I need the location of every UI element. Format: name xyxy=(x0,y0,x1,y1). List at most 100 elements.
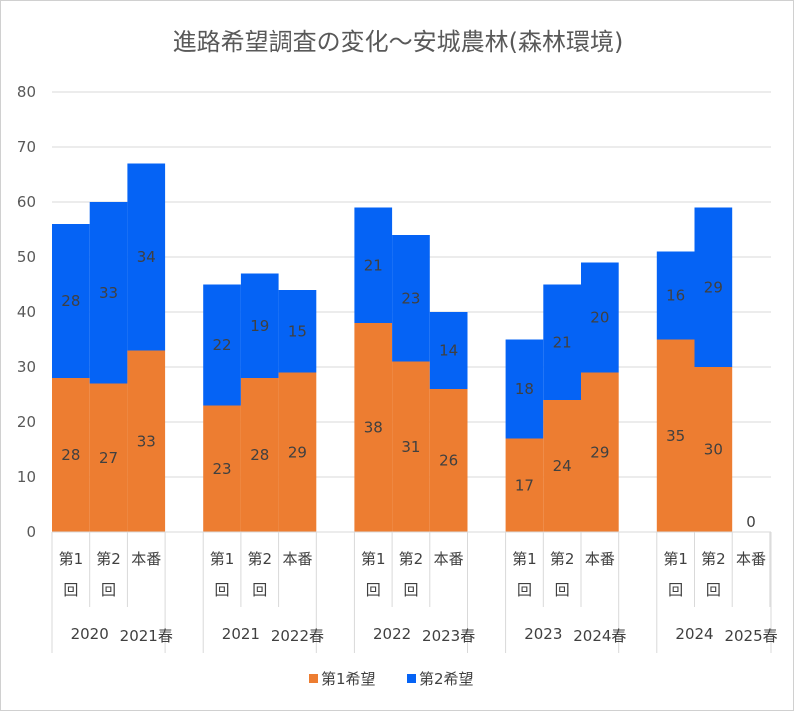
bar-first-choice xyxy=(505,438,544,532)
legend-swatch xyxy=(407,674,416,683)
y-tick-label: 0 xyxy=(26,523,36,541)
data-label: 23 xyxy=(401,289,420,307)
data-label: 29 xyxy=(704,278,723,296)
bar-first-choice xyxy=(656,339,695,532)
bar-second-choice xyxy=(127,163,166,351)
bar-second-choice xyxy=(656,251,695,340)
bar-first-choice xyxy=(203,405,241,532)
legend-label: 第1希望 xyxy=(321,670,376,688)
y-tick-label: 80 xyxy=(17,83,36,101)
group-label-end: 2021春 xyxy=(120,627,173,645)
x-tick-label: 本番 xyxy=(434,550,464,568)
data-label: 35 xyxy=(666,427,685,445)
group-label: 2021 xyxy=(222,625,260,643)
x-tick-label: 第1 xyxy=(59,550,84,568)
data-label: 24 xyxy=(553,457,572,475)
group-label: 2020 xyxy=(71,625,109,643)
x-tick-label: 第2 xyxy=(399,550,424,568)
chart-title: 進路希望調査の変化〜安城農林(森林環境) xyxy=(173,28,624,56)
bar-second-choice xyxy=(278,290,317,373)
data-label: 22 xyxy=(213,336,232,354)
data-label: 15 xyxy=(288,322,307,340)
data-label: 38 xyxy=(364,419,383,437)
x-tick-label: 第2 xyxy=(701,550,726,568)
y-tick-label: 70 xyxy=(17,138,36,156)
data-label: 21 xyxy=(364,256,383,274)
data-label: 28 xyxy=(250,446,269,464)
bar-second-choice xyxy=(694,207,733,367)
x-tick-label: 本番 xyxy=(131,550,161,568)
data-label: 30 xyxy=(704,441,723,459)
data-label: 19 xyxy=(250,317,269,335)
data-label: 21 xyxy=(553,333,572,351)
data-labels: 28 28 27 33 33 34 23 22 28 19 29 15 38 21 31 23 26 14 17 18… xyxy=(61,248,756,531)
x-tick-label: 回 xyxy=(215,581,230,599)
bar-first-choice xyxy=(581,372,619,532)
x-tick-label: 第2 xyxy=(550,550,575,568)
data-label: 26 xyxy=(439,452,458,470)
bars xyxy=(52,163,733,532)
x-tick-label: 回 xyxy=(63,581,78,599)
bar-first-choice xyxy=(392,361,430,532)
x-tick-label: 本番 xyxy=(282,550,312,568)
legend-swatch xyxy=(309,674,318,683)
data-label: 17 xyxy=(515,476,534,494)
y-tick-label: 20 xyxy=(17,413,36,431)
data-label: 33 xyxy=(137,432,156,450)
data-label: 29 xyxy=(288,443,307,461)
bar-second-choice xyxy=(543,284,581,400)
data-label: 28 xyxy=(61,292,80,310)
x-tick-label: 回 xyxy=(101,581,116,599)
bar-first-choice xyxy=(694,367,733,532)
x-tick-label: 第1 xyxy=(210,550,235,568)
group-label-end: 2022春 xyxy=(271,627,324,645)
x-tick-label: 第1 xyxy=(512,550,537,568)
bar-second-choice xyxy=(52,224,90,378)
data-label: 31 xyxy=(401,438,420,456)
data-label: 14 xyxy=(439,342,458,360)
x-tick-label: 第2 xyxy=(96,550,121,568)
x-tick-label: 本番 xyxy=(585,550,615,568)
bar-first-choice xyxy=(240,378,279,532)
y-axis: 0 10 20 30 40 50 60 70 80 xyxy=(17,83,36,541)
data-label: 0 xyxy=(746,513,756,531)
group-label: 2023 xyxy=(524,625,562,643)
y-tick-label: 40 xyxy=(17,303,36,321)
y-tick-label: 30 xyxy=(17,358,36,376)
data-label: 27 xyxy=(99,449,118,467)
y-tick-label: 60 xyxy=(17,193,36,211)
bar-second-choice xyxy=(203,284,241,406)
y-tick-label: 10 xyxy=(17,468,36,486)
y-tick-label: 50 xyxy=(17,248,36,266)
bar-second-choice xyxy=(581,262,619,373)
data-label: 34 xyxy=(137,248,156,266)
bar-first-choice xyxy=(52,378,90,532)
bar-second-choice xyxy=(89,202,128,384)
bar-first-choice xyxy=(89,383,128,532)
data-label: 33 xyxy=(99,284,118,302)
legend-label: 第2希望 xyxy=(419,670,474,688)
x-tick-label: 第1 xyxy=(663,550,688,568)
x-tick-label: 回 xyxy=(252,581,267,599)
data-label: 29 xyxy=(590,443,609,461)
data-label: 28 xyxy=(61,446,80,464)
group-label-end: 2024春 xyxy=(573,627,626,645)
bar-first-choice xyxy=(278,372,317,532)
x-tick-label: 第2 xyxy=(247,550,272,568)
bar-first-choice xyxy=(127,350,166,532)
x-tick-label: 回 xyxy=(517,581,532,599)
data-label: 23 xyxy=(213,460,232,478)
bar-second-choice xyxy=(392,235,430,362)
bar-second-choice xyxy=(429,312,468,389)
x-tick-label: 回 xyxy=(668,581,683,599)
group-label: 2024 xyxy=(675,625,713,643)
x-tick-label: 本番 xyxy=(736,550,766,568)
x-tick-label: 回 xyxy=(555,581,570,599)
legend: 第1希望 第2希望 xyxy=(309,670,474,688)
data-label: 16 xyxy=(666,287,685,305)
group-label-end: 2023春 xyxy=(422,627,475,645)
x-tick-label: 回 xyxy=(366,581,381,599)
data-label: 20 xyxy=(590,309,609,327)
